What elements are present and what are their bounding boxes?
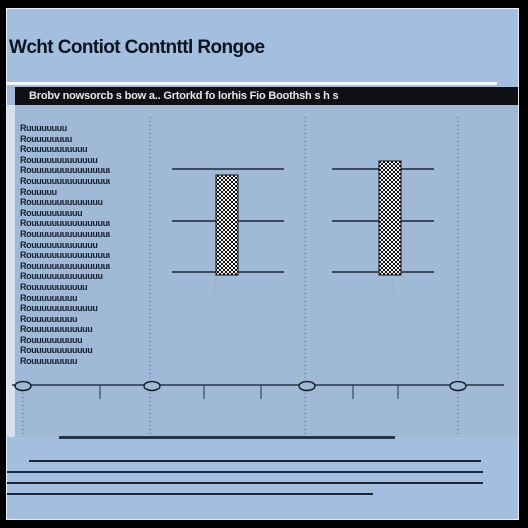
panel-bottom-rule (59, 436, 395, 439)
chart-panel: Brobv nowsorcb s bow a.. Grtorkd fo lorh… (7, 87, 518, 439)
row-label: Rouuuuuuuuuuuuuuuuu (20, 218, 110, 229)
footer-rule (29, 460, 481, 462)
page-title: Wcht Contiot Contnttl Rongoe (9, 37, 265, 58)
axis-marker (143, 380, 161, 392)
footer-rule (7, 471, 483, 473)
axis-marker (449, 380, 467, 392)
row-label: Rouuuuuuuuu (20, 292, 78, 303)
row-label: Rouuuuuuuuu (20, 313, 78, 324)
footer-rule (7, 482, 483, 484)
row-label: Rouuuuuuuuuuuuu (20, 239, 98, 250)
row-label: Rouuuuuuuuuuuu (20, 345, 93, 356)
range-bar (378, 160, 402, 276)
range-bar (215, 174, 239, 276)
app-window: Wcht Contiot Contnttl Rongoe Brobv nowso… (6, 8, 519, 520)
row-label: Rouuuuu (20, 186, 57, 197)
row-label: Rouuuuuuuuuuuuu (20, 154, 98, 165)
row-label: Rouuuuuuuuuuuuuuuuuuuu (20, 260, 110, 271)
row-label: Rouuuuuuuuuu (20, 207, 83, 218)
row-label: Rouuuuuuuuuuu (20, 144, 88, 155)
row-label: Rouuuuuuuuuuuuuuuu (20, 165, 110, 176)
row-label: Rouuuuuuuu (20, 133, 72, 144)
row-label: Rouuuuuuuuuuuuu (20, 303, 98, 314)
row-label: Rouuuuuuuuuuu (20, 281, 88, 292)
row-label: Rouuuuuuuuuu (20, 334, 83, 345)
row-label: Rouuuuuuuuuuuuuuuuuuu (20, 228, 110, 239)
axis-marker (14, 380, 32, 392)
row-label: Ruuuuuuuu (20, 123, 67, 133)
footer-rule (7, 493, 373, 495)
row-label: Rouuuuuuuuuuuuuu (20, 271, 103, 282)
row-label: Rouuuuuuuuuuuu (20, 324, 93, 335)
row-label: Rouuuuuuuuuuuuuu (20, 197, 103, 208)
panel-header: Brobv nowsorcb s bow a.. Grtorkd fo lorh… (15, 87, 518, 105)
row-label: Rouuuuuuuuuuuuuuuuuuu (20, 175, 110, 186)
row-label-list: Ruuuuuuuu Rouuuuuuuu Rouuuuuuuuuuu Rouuuuuu… (20, 123, 110, 367)
row-label: Rouuuuuuuuuuuuuuuuuu (20, 250, 110, 261)
row-label: Rouuuuuuuuu (20, 356, 78, 367)
plot-area (12, 117, 504, 437)
axis-marker (298, 380, 316, 392)
title-divider (7, 82, 497, 85)
panel-left-strip (7, 105, 15, 437)
